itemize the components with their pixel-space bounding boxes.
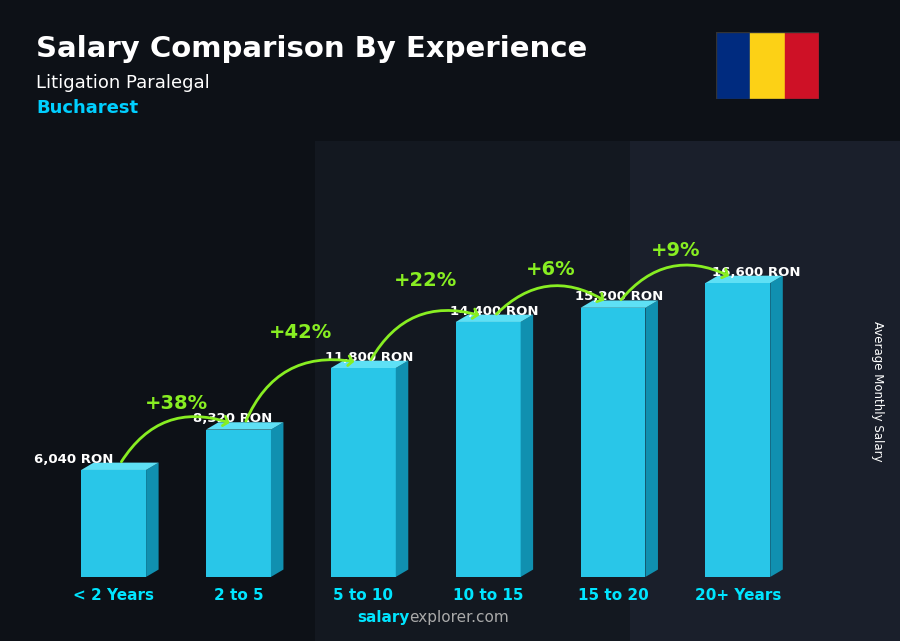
Bar xyxy=(750,32,785,99)
Polygon shape xyxy=(331,361,409,368)
Text: explorer.com: explorer.com xyxy=(410,610,509,625)
Text: 6,040 RON: 6,040 RON xyxy=(34,453,113,465)
Polygon shape xyxy=(706,276,783,283)
Bar xyxy=(785,32,819,99)
Text: +38%: +38% xyxy=(145,394,208,413)
Text: +6%: +6% xyxy=(526,260,575,279)
Bar xyxy=(81,470,146,577)
Polygon shape xyxy=(645,301,658,577)
Text: 8,320 RON: 8,320 RON xyxy=(193,412,272,425)
Polygon shape xyxy=(455,315,533,322)
Bar xyxy=(580,308,645,577)
Text: Average Monthly Salary: Average Monthly Salary xyxy=(871,320,884,462)
Text: salary: salary xyxy=(357,610,410,625)
Polygon shape xyxy=(271,422,284,577)
Text: +42%: +42% xyxy=(269,323,332,342)
Polygon shape xyxy=(520,315,533,577)
Bar xyxy=(331,368,396,577)
Bar xyxy=(706,283,770,577)
Text: Bucharest: Bucharest xyxy=(36,99,138,117)
Polygon shape xyxy=(580,301,658,308)
Polygon shape xyxy=(146,463,158,577)
Polygon shape xyxy=(396,361,409,577)
Text: 11,800 RON: 11,800 RON xyxy=(326,351,414,363)
Text: Salary Comparison By Experience: Salary Comparison By Experience xyxy=(36,35,587,63)
Text: Litigation Paralegal: Litigation Paralegal xyxy=(36,74,210,92)
Bar xyxy=(206,429,271,577)
Polygon shape xyxy=(81,463,158,470)
Text: 15,200 RON: 15,200 RON xyxy=(575,290,663,303)
Text: +22%: +22% xyxy=(394,271,457,290)
Bar xyxy=(455,322,520,577)
Polygon shape xyxy=(206,422,284,429)
Polygon shape xyxy=(770,276,783,577)
Text: +9%: +9% xyxy=(651,241,700,260)
Bar xyxy=(716,32,750,99)
Text: 14,400 RON: 14,400 RON xyxy=(450,304,539,317)
Text: 16,600 RON: 16,600 RON xyxy=(712,265,801,279)
